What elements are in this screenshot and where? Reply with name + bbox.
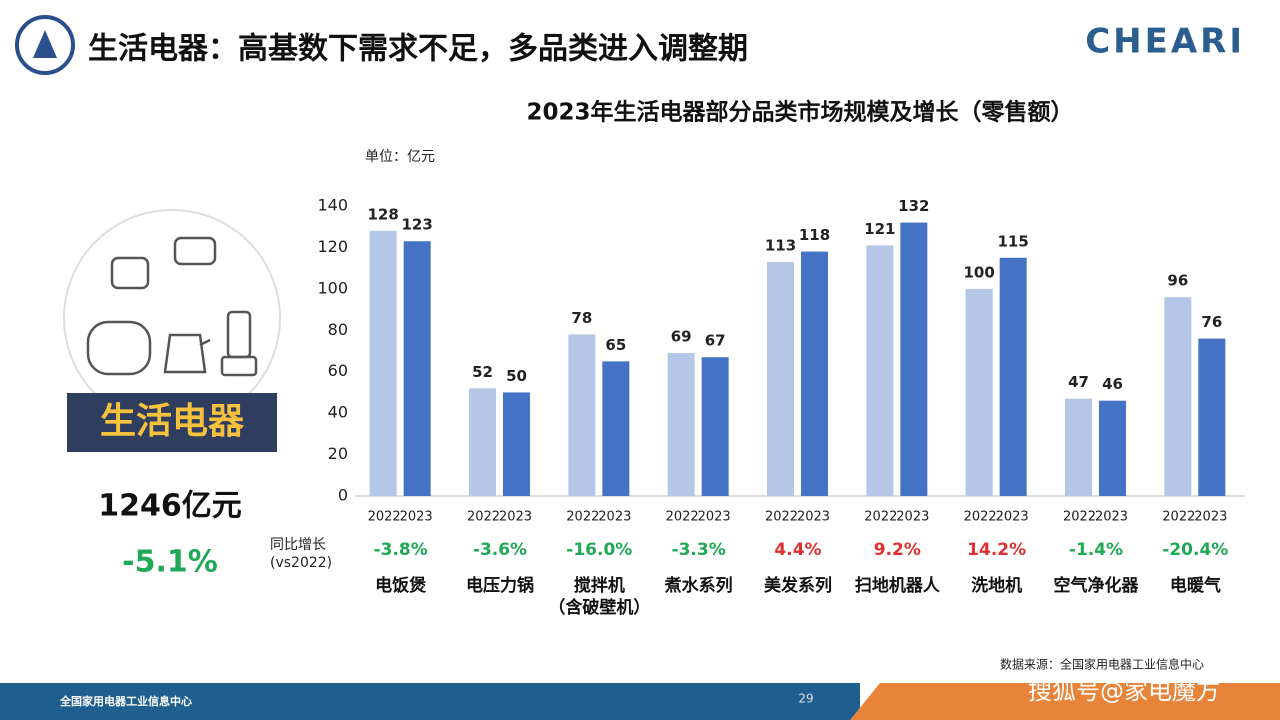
bar — [503, 392, 530, 496]
y-tick-label: 0 — [338, 486, 348, 505]
data-label: 115 — [998, 232, 1029, 250]
series-tick-label: 2022 — [1063, 510, 1096, 525]
bar — [999, 257, 1027, 496]
footer-accent — [850, 683, 1280, 720]
category-label: 美发系列 — [764, 576, 832, 596]
appliance-icons — [86, 236, 258, 377]
y-tick-label: 20 — [328, 444, 348, 463]
category-box — [67, 393, 277, 452]
category-label: 扫地机器人 — [854, 576, 940, 596]
growth-label: -3.3% — [672, 540, 726, 560]
bar — [866, 245, 894, 496]
growth-label: 4.4% — [774, 540, 821, 560]
growth-label: 14.2% — [967, 540, 1026, 560]
y-tick-label: 60 — [328, 361, 348, 380]
data-label: 69 — [671, 328, 692, 346]
bar — [1099, 400, 1126, 496]
data-label: 67 — [705, 332, 726, 350]
growth-label: -3.6% — [473, 540, 527, 560]
category-box-label: 生活电器 — [100, 401, 245, 442]
bar — [469, 388, 496, 496]
bar — [767, 261, 794, 496]
series-tick-label: 2022 — [864, 510, 897, 525]
category-label: 空气净化器 — [1053, 576, 1139, 596]
data-label: 100 — [964, 263, 995, 281]
bar — [667, 353, 695, 496]
data-label: 132 — [898, 197, 929, 215]
growth-row-label: 同比增长 (vs2022) — [270, 537, 333, 571]
data-label: 47 — [1068, 373, 1089, 391]
data-label: 96 — [1167, 272, 1188, 290]
growth-label: 9.2% — [874, 540, 921, 560]
bar — [403, 241, 431, 496]
y-tick-label: 120 — [317, 237, 348, 256]
logo-badge-mark — [33, 30, 57, 58]
series-tick-label: 2023 — [598, 510, 631, 525]
series-tick-label: 2022 — [666, 510, 699, 525]
bar — [1198, 338, 1226, 496]
y-tick-label: 80 — [328, 320, 348, 339]
data-label: 78 — [571, 309, 592, 327]
data-label: 76 — [1201, 313, 1222, 331]
category-label: 电暖气 — [1169, 576, 1221, 596]
total-growth: -5.1% — [122, 545, 218, 580]
growth-label: -16.0% — [566, 540, 632, 560]
footer-org: 全国家用电器工业信息中心 — [59, 694, 192, 708]
series-tick-label: 2023 — [400, 510, 433, 525]
data-label: 50 — [506, 367, 527, 385]
total-value: 1246亿元 — [98, 489, 242, 524]
footer-bar — [0, 683, 860, 720]
series-tick-label: 2022 — [368, 510, 401, 525]
source-note: 数据来源：全国家用电器工业信息中心 — [1000, 657, 1204, 672]
y-tick-label: 100 — [317, 278, 348, 297]
growth-label: -1.4% — [1069, 540, 1123, 560]
page-number: 29 — [798, 692, 813, 706]
category-label: 洗地机 — [971, 576, 1023, 596]
data-label: 121 — [864, 220, 895, 238]
data-label: 46 — [1102, 375, 1123, 393]
bar — [801, 251, 828, 496]
data-label: 128 — [368, 205, 399, 223]
bar — [602, 361, 630, 496]
series-tick-label: 2022 — [765, 510, 798, 525]
y-tick-label: 140 — [317, 196, 348, 215]
bar — [369, 230, 397, 496]
bar — [568, 334, 596, 496]
data-label: 123 — [402, 216, 433, 234]
watermark: 搜狐号@家电魔方 — [1028, 677, 1220, 705]
bar — [900, 222, 928, 497]
series-tick-label: 2022 — [467, 510, 500, 525]
slide-title: 生活电器：高基数下需求不足，多品类进入调整期 — [88, 32, 748, 67]
data-label: 118 — [799, 226, 830, 244]
series-tick-label: 2022 — [566, 510, 599, 525]
series-tick-label: 2023 — [499, 510, 532, 525]
series-tick-label: 2023 — [896, 510, 929, 525]
growth-label: -3.8% — [374, 540, 428, 560]
series-tick-label: 2023 — [1194, 510, 1227, 525]
category-label: 电压力锅 — [466, 576, 534, 596]
bar — [1164, 297, 1192, 496]
category-label: 电饭煲 — [375, 576, 427, 596]
growth-label: -20.4% — [1162, 540, 1228, 560]
category-label: 搅拌机 （含破壁机） — [548, 576, 651, 618]
category-label: 煮水系列 — [664, 576, 733, 596]
bar — [965, 288, 993, 496]
bar — [1065, 398, 1092, 496]
unit-label: 单位：亿元 — [365, 149, 435, 165]
data-label: 52 — [472, 363, 493, 381]
brand-logo: CHEARI — [1085, 22, 1245, 62]
chart-title: 2023年生活电器部分品类市场规模及增长（零售额） — [526, 99, 1073, 126]
series-tick-label: 2023 — [1095, 510, 1128, 525]
y-tick-label: 40 — [328, 403, 348, 422]
series-tick-label: 2023 — [698, 510, 731, 525]
bar — [701, 357, 729, 496]
data-label: 113 — [765, 236, 796, 254]
series-tick-label: 2023 — [797, 510, 830, 525]
series-tick-label: 2022 — [1162, 510, 1195, 525]
series-tick-label: 2022 — [964, 510, 997, 525]
series-tick-label: 2023 — [996, 510, 1029, 525]
data-label: 65 — [605, 336, 626, 354]
